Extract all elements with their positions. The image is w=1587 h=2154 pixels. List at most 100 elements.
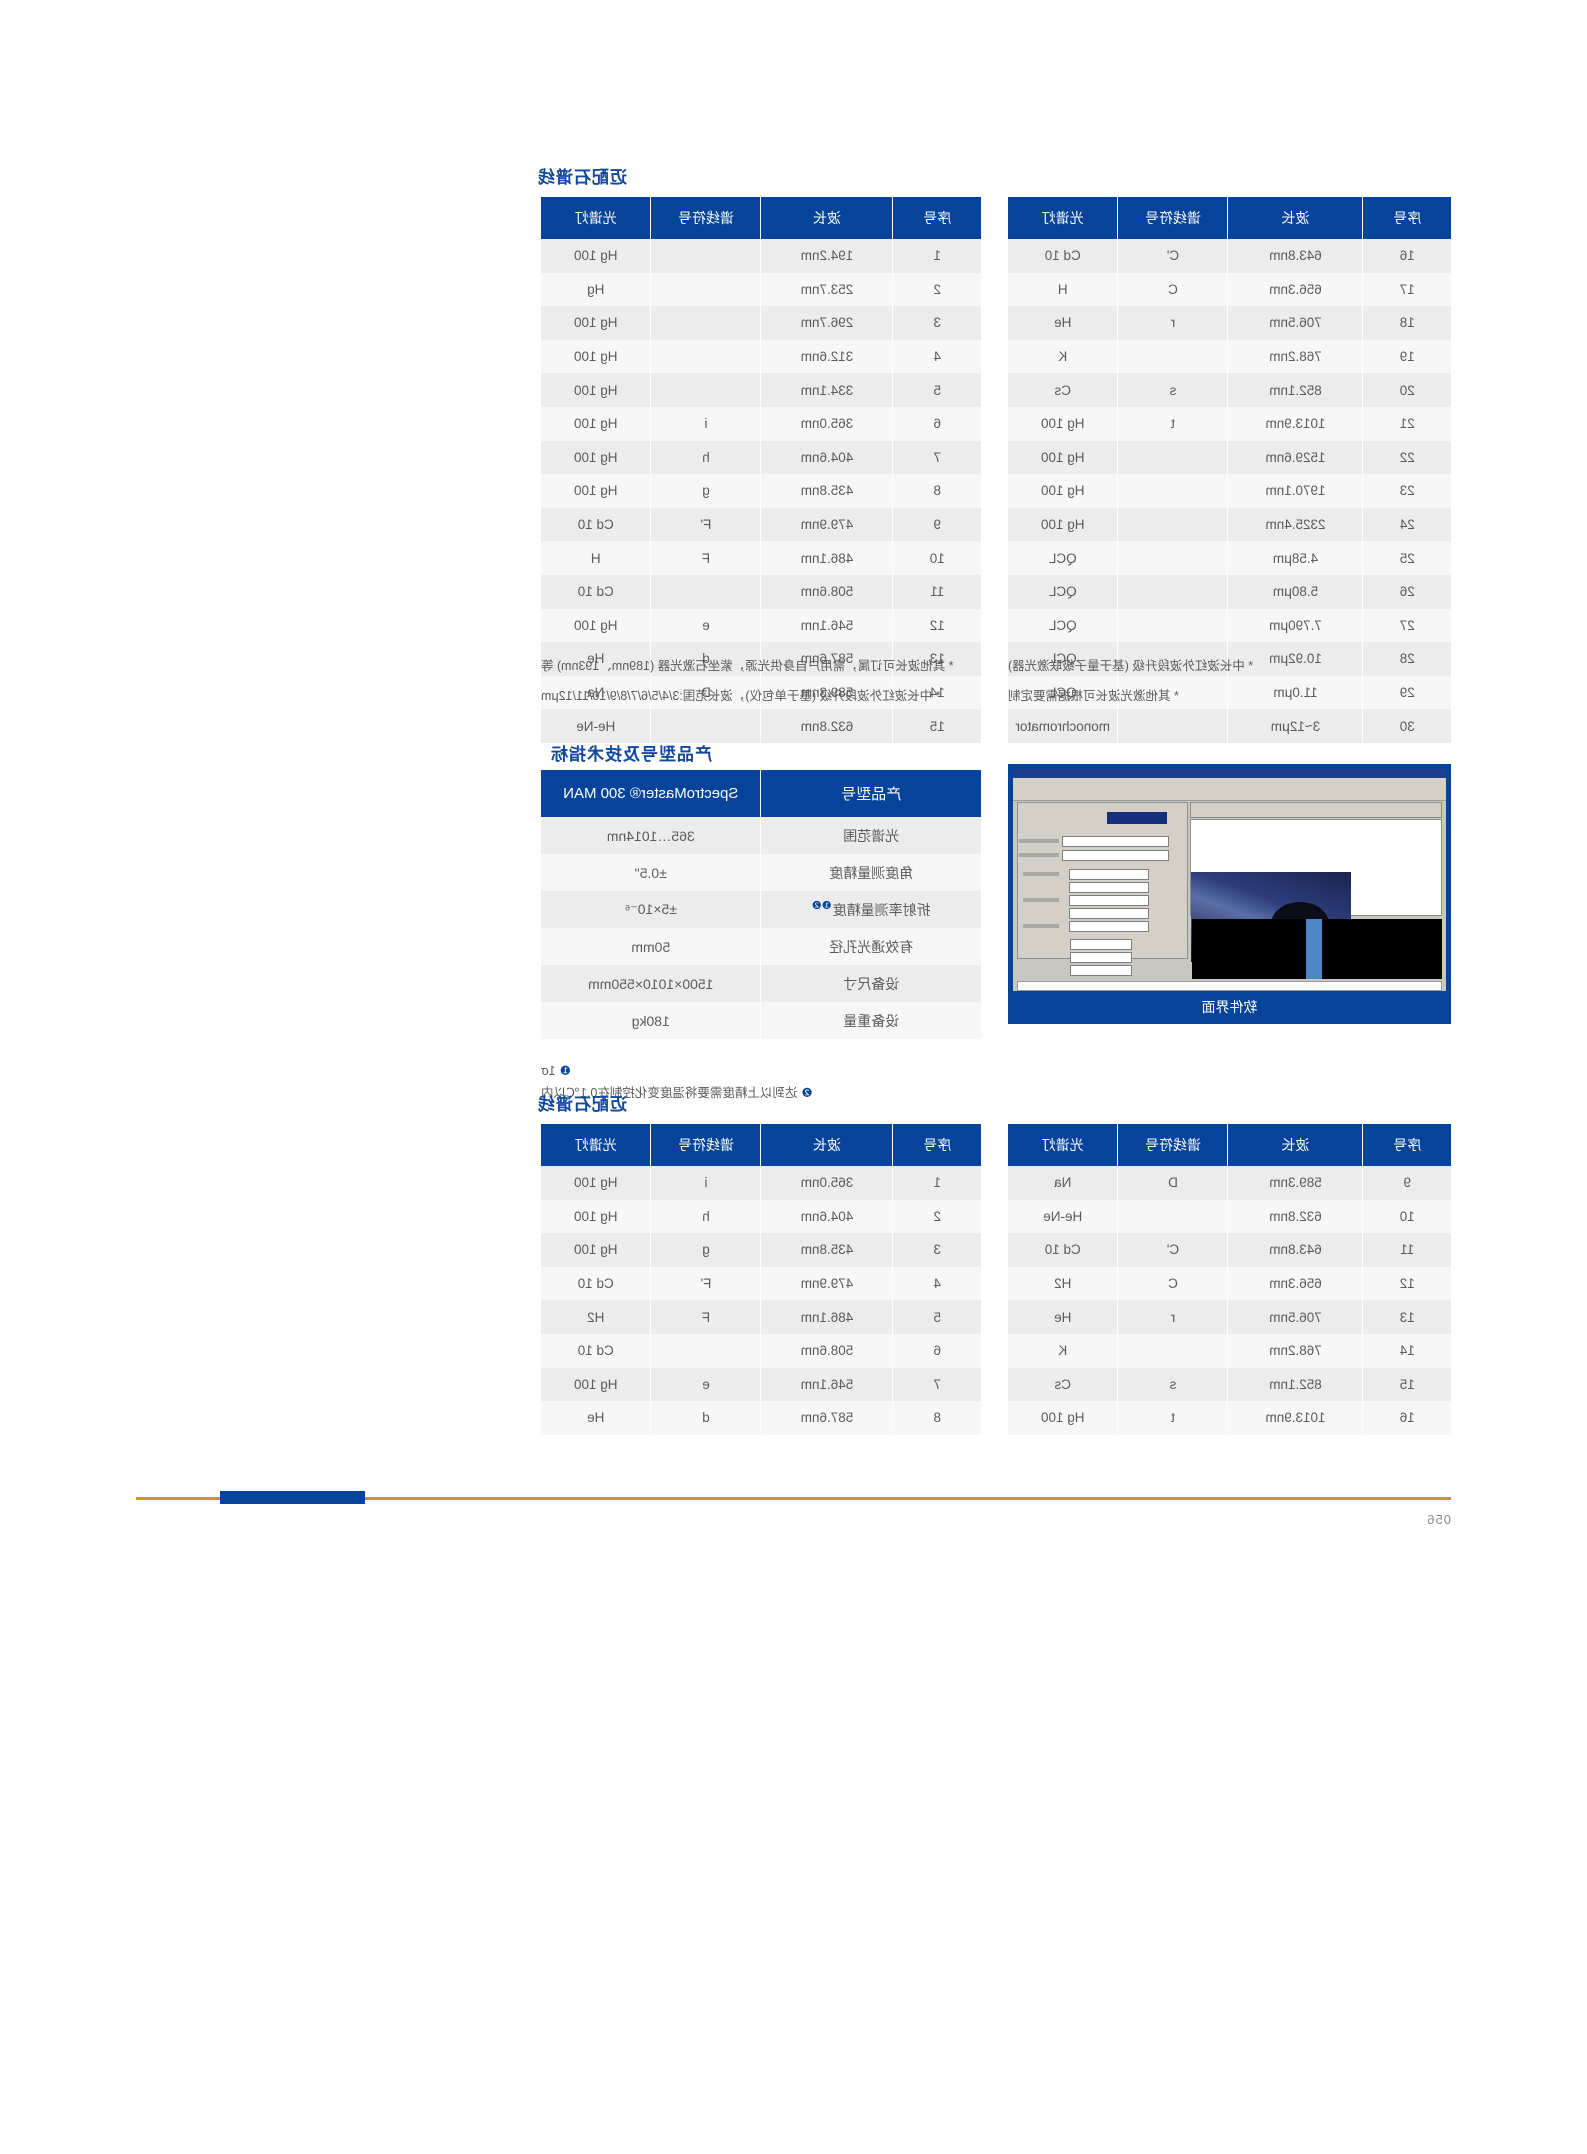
cell-index: 15 [893, 709, 981, 743]
table-row: 19 768.2nm K [1008, 339, 1451, 374]
table-header-row: 序号 波长 谱线符号 光谱灯 [541, 1124, 981, 1166]
spec-row: 有效通光孔径 50mm [541, 928, 981, 965]
cell-lamp: Na [1008, 1166, 1118, 1200]
spec-label: 角度测量精度 [761, 854, 981, 891]
cell-index: 9 [1363, 1166, 1451, 1200]
cell-lamp: Hg 100 [541, 474, 651, 508]
cell-wavelength: 656.3nm [1228, 1266, 1363, 1301]
cell-line-symbol: F [651, 1300, 761, 1334]
cell-index: 8 [893, 474, 981, 508]
cell-index: 16 [1363, 1401, 1451, 1435]
cell-index: 16 [1363, 239, 1451, 273]
cell-index: 15 [1363, 1367, 1451, 1402]
field-7 [1069, 921, 1149, 932]
cell-lamp: Cs [1008, 373, 1118, 407]
table-row: 16 1013.9nm t Hg 100 [1008, 1401, 1451, 1435]
field-4 [1069, 882, 1149, 893]
spec-column-header-0: 产品型号 [761, 770, 981, 817]
cell-wavelength: 4.58μm [1228, 541, 1363, 575]
cell-index: 22 [1363, 440, 1451, 475]
cell-line-symbol [1118, 507, 1228, 542]
cell-index: 6 [893, 1333, 981, 1368]
graph-band [1306, 919, 1322, 979]
cell-line-symbol [1118, 474, 1228, 508]
cell-lamp: Hg 100 [541, 406, 651, 441]
spec-row: 设备重量 180kg [541, 1002, 981, 1039]
cell-line-symbol: h [651, 440, 761, 475]
table-row: 5 486.1nm F H2 [541, 1300, 981, 1334]
cell-lamp: K [1008, 1333, 1118, 1368]
spec-value: 1500×1010×550mm [541, 965, 761, 1002]
table-row: 4 312.6nm Hg 100 [541, 339, 981, 374]
cell-index: 12 [893, 608, 981, 643]
table-row: 14 768.2nm K [1008, 1333, 1451, 1368]
cell-index: 12 [1363, 1266, 1451, 1301]
column-header-2: 谱线符号 [651, 1124, 761, 1166]
table-row: 18 706.5nm r He [1008, 306, 1451, 340]
cell-wavelength: 643.8nm [1228, 1233, 1363, 1267]
cell-wavelength: 296.7nm [761, 306, 893, 340]
label-1 [1019, 839, 1059, 843]
cell-lamp: H [1008, 272, 1118, 307]
spec-value: 50mm [541, 928, 761, 965]
table-header-row: 序号 波长 谱线符号 光谱灯 [1008, 197, 1451, 239]
table-row: 7 404.6nm h Hg 100 [541, 440, 981, 475]
spec-value: 180kg [541, 1002, 761, 1039]
software-caption: 软件界面 [1201, 999, 1258, 1015]
cell-index: 21 [1363, 406, 1451, 441]
table-row: 8 587.6nm d He [541, 1401, 981, 1435]
cell-index: 25 [1363, 541, 1451, 575]
cell-lamp: H2 [1008, 1266, 1118, 1301]
cell-index: 3 [893, 306, 981, 340]
note-top-right-2: * 中长波红外波段升级 (基于单包仪)，波长范围:3/4/5/6/7/8/9/1… [541, 689, 941, 703]
cell-lamp: Hg 100 [541, 608, 651, 643]
cell-line-symbol [1118, 440, 1228, 475]
table-row: 5 334.1nm Hg 100 [541, 373, 981, 407]
table-row: 12 656.3nm C H2 [1008, 1266, 1451, 1301]
cell-line-symbol: F' [651, 507, 761, 542]
cell-index: 13 [1363, 1300, 1451, 1334]
cell-index: 27 [1363, 608, 1451, 643]
spec-label: 光谱范围 [761, 817, 981, 854]
cell-line-symbol: C' [1118, 1233, 1228, 1267]
spec-label: 有效通光孔径 [761, 928, 981, 965]
window-titlebar [1013, 769, 1446, 778]
cell-line-symbol: g [651, 474, 761, 508]
cell-lamp: Hg 100 [541, 306, 651, 340]
cell-index: 5 [893, 1300, 981, 1334]
cell-wavelength: 1013.9nm [1228, 1401, 1363, 1435]
cell-wavelength: 546.1nm [761, 608, 893, 643]
cell-lamp: Cd 10 [541, 574, 651, 609]
cell-line-symbol: s [1118, 373, 1228, 407]
column-header-1: 波长 [761, 1124, 893, 1166]
cell-lamp: Hg 100 [1008, 440, 1118, 475]
cell-lamp: Hg 100 [541, 1367, 651, 1402]
cell-line-symbol [651, 272, 761, 307]
cell-line-symbol: s [1118, 1367, 1228, 1402]
cell-wavelength: 508.6nm [761, 1333, 893, 1368]
cell-index: 7 [893, 1367, 981, 1402]
section-title-top: 迈配石谱线 [537, 168, 627, 187]
cell-line-symbol: F [651, 541, 761, 575]
cell-wavelength: 587.6nm [761, 1401, 893, 1435]
spec-header-row: 产品型号 SpectroMaster® 300 MAN [541, 770, 981, 817]
cell-line-symbol [651, 1333, 761, 1368]
note-top-left-2: * 其他激光波长可根据需要定制 [1008, 689, 1179, 703]
settings-panel [1017, 802, 1188, 976]
cell-line-symbol: t [1118, 1401, 1228, 1435]
cell-lamp: QCL [1008, 574, 1118, 609]
window-menubar [1013, 778, 1446, 787]
preview-panel [1190, 819, 1442, 962]
cell-wavelength: 479.9nm [761, 507, 893, 542]
spec-value: 365…1014nm [541, 817, 761, 854]
spec-label: 折射率测量精度❶❷ [761, 891, 981, 928]
table-row: 6 508.6nm Cd 10 [541, 1333, 981, 1368]
cell-wavelength: 656.3nm [1228, 272, 1363, 307]
cell-lamp: H [541, 541, 651, 575]
column-header-2: 谱线符号 [1118, 197, 1228, 239]
cell-wavelength: 706.5nm [1228, 1300, 1363, 1334]
cell-index: 5 [893, 373, 981, 407]
cell-line-symbol: e [651, 1367, 761, 1402]
spec-value: ±5×10⁻⁶ [541, 891, 761, 928]
table-row: 7 546.1nm e Hg 100 [541, 1367, 981, 1402]
